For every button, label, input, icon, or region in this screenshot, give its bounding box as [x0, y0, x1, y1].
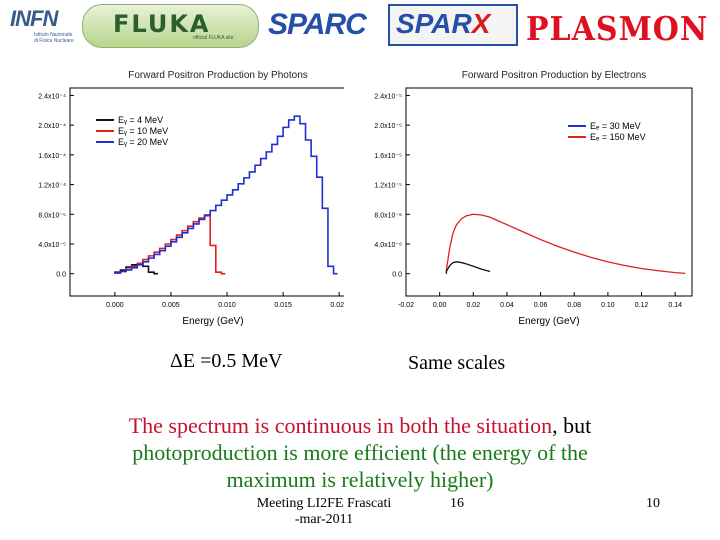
footer-page-right: 10	[646, 496, 660, 511]
cr-xtick-label: 0.04	[500, 302, 514, 309]
caption-same-scales: Same scales	[408, 352, 506, 374]
summary-line-3: maximum is relatively higher)	[226, 467, 494, 492]
cr-ytick-label: 4.0x10⁻⁶	[374, 242, 402, 249]
chart-electrons: Forward Positron Production by Electrons…	[344, 64, 696, 332]
summary-text: The spectrum is continuous in both the s…	[60, 412, 660, 493]
chart-electrons-plot-frame	[405, 87, 693, 297]
cr-xtick-label: -0.02	[398, 302, 414, 309]
fluka-logo: FLUKA official FLUKA site	[82, 4, 259, 48]
sparx-logo-main: SPAR	[396, 8, 472, 39]
footer-meeting-line2: -mar-2011	[294, 512, 354, 527]
cr-xtick-label: 0.14	[668, 302, 682, 309]
sparc-logo: SPARC	[268, 8, 367, 42]
chart-electrons-background	[344, 64, 696, 332]
footer-page-center: 16	[450, 496, 464, 511]
cl-xtick-label: 0.005	[162, 302, 180, 309]
cl-ytick-label: 1.2x10⁻⁴	[38, 183, 66, 190]
cr-xtick-label: 0.06	[534, 302, 548, 309]
cr-ytick-label: 8.0x10⁻⁶	[374, 212, 402, 219]
sparx-logo-text: SPARX	[396, 8, 490, 40]
infn-logo: INFN Istituto Nazionale di Fisica Nuclea…	[4, 6, 74, 44]
cl-legend-label-0: Eᵧ = 4 MeV	[118, 115, 163, 125]
infn-logo-subtext: Istituto Nazionale di Fisica Nucleare	[34, 32, 74, 44]
cr-xtick-label: 0.08	[567, 302, 581, 309]
cr-legend-label-1: Eₑ = 150 MeV	[590, 132, 646, 142]
cl-xtick-label: 0.020	[330, 302, 348, 309]
cr-ytick-label: 0.0	[392, 272, 402, 279]
chart-photons-background	[8, 64, 360, 332]
chart-electrons-ticks: -0.02 0.00 0.02 0.04 0.06 0.08 0.10 0.12 0.14 0.0…	[374, 93, 682, 309]
plasmon-x-logo-text: PLASMON X	[526, 10, 720, 49]
caption-delta-e: ΔE =0.5 MeV	[170, 350, 283, 372]
footer-meeting: Meeting LI2FE Frascati -mar-2011	[254, 496, 394, 528]
cr-legend-label-0: Eₑ = 30 MeV	[590, 121, 641, 131]
cl-ytick-label: 1.6x10⁻⁴	[38, 153, 66, 160]
fluka-logo-text: FLUKA	[113, 10, 211, 38]
footer-meeting-line1: Meeting LI2FE Frascati	[256, 496, 392, 511]
chart-photons-xlabel: Energy (GeV)	[182, 316, 243, 327]
summary-line-2: photoproduction is more efficient (the e…	[132, 440, 588, 465]
cr-series-line-2	[445, 261, 491, 274]
cl-series-line-2	[114, 115, 338, 275]
fluka-logo-subtext: official FLUKA site	[193, 35, 234, 41]
cl-legend-label-1: Eᵧ = 10 MeV	[118, 126, 168, 136]
cl-ytick-label: 2.4x10⁻⁴	[38, 93, 66, 100]
chart-photons-ticks: 0.000 0.005 0.010 0.015 0.020 0.0 4.0x10⁻⁵ 8.0x…	[38, 93, 348, 309]
cl-legend-label-2: Eᵧ = 20 MeV	[118, 137, 168, 147]
chart-photons: Forward Positron Production by Photons 0…	[8, 64, 360, 332]
summary-line-1-black: , but	[552, 413, 592, 438]
chart-electrons-title: Forward Positron Production by Electrons	[462, 70, 647, 81]
cr-xtick-label: 0.02	[466, 302, 480, 309]
chart-electrons-series	[445, 213, 686, 274]
cl-xtick-label: 0.015	[274, 302, 292, 309]
cr-xtick-label: 0.00	[433, 302, 447, 309]
cl-ytick-label: 2.0x10⁻⁴	[38, 123, 66, 130]
cr-ytick-label: 2.4x10⁻⁵	[374, 93, 402, 100]
sparx-logo-x: X	[471, 8, 491, 39]
plasmon-x-logo: PLASMON X	[526, 10, 720, 49]
cl-ytick-label: 4.0x10⁻⁵	[38, 242, 66, 249]
sparx-logo: SPARX	[388, 4, 518, 46]
cl-xtick-label: 0.010	[218, 302, 236, 309]
cr-ytick-label: 2.0x10⁻⁵	[374, 123, 402, 130]
cl-ytick-label: 0.0	[56, 272, 66, 279]
chart-electrons-xlabel: Energy (GeV)	[518, 316, 579, 327]
infn-logo-text: INFN	[10, 6, 58, 31]
cr-ytick-label: 1.2x10⁻⁵	[374, 183, 402, 190]
chart-photons-title: Forward Positron Production by Photons	[128, 70, 308, 81]
summary-line-1-red: The spectrum is continuous in both the s…	[128, 413, 553, 438]
summary-line-1: The spectrum is continuous in both the s…	[60, 412, 660, 439]
cl-ytick-label: 8.0x10⁻⁵	[38, 212, 66, 219]
cr-ytick-label: 1.6x10⁻⁵	[374, 153, 402, 160]
cr-series-line-1	[445, 213, 686, 274]
cl-xtick-label: 0.000	[106, 302, 124, 309]
sparc-logo-text: SPARC	[268, 8, 367, 41]
chart-photons-series	[114, 115, 338, 275]
cr-xtick-label: 0.10	[601, 302, 615, 309]
cr-xtick-label: 0.12	[635, 302, 649, 309]
